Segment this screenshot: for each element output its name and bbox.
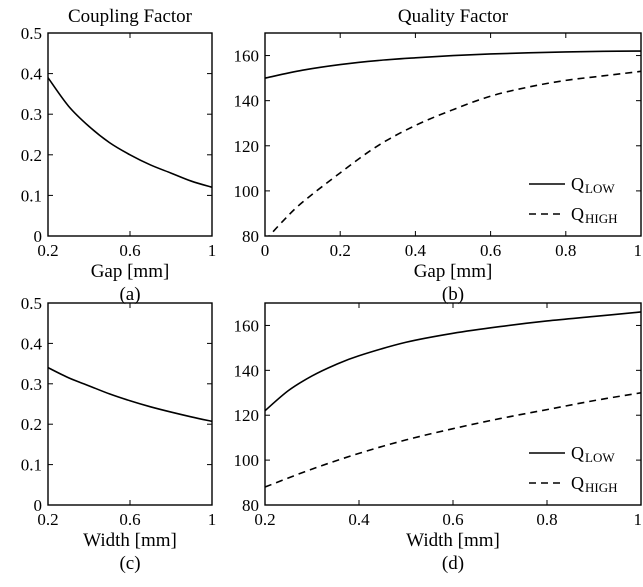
x-tick-label: 0.8 [555,241,576,260]
y-tick-label: 0.1 [21,456,42,475]
x-tick-label: 0.2 [254,510,275,529]
panel-caption: (b) [442,284,464,305]
y-tick-label: 140 [234,361,260,380]
legend-subscript: LOW [585,181,615,196]
y-tick-label: 160 [234,316,260,335]
legend-name: Q [571,204,584,224]
y-tick-label: 0.4 [21,65,43,84]
legend-name: Q [571,473,584,493]
y-tick-label: 0.5 [21,24,42,43]
legend-entry: QLOW [571,174,615,196]
legend-subscript: HIGH [585,480,618,495]
legend-entry: QHIGH [571,204,618,226]
series-line-high [268,70,641,236]
panel-caption: (d) [442,553,464,574]
y-tick-label: 0.2 [21,146,42,165]
x-axis-label: Width [mm] [83,530,177,551]
y-tick-label: 0.2 [21,415,42,434]
legend-name: Q [571,443,584,463]
x-tick-label: 0.4 [348,510,370,529]
x-tick-label: 0 [261,241,270,260]
chart-a: Coupling Factor 0.2 0.6 1 0 0.1 0.2 0.3 0.4 0.5 Ga… [21,6,217,305]
plot-frame [264,32,642,237]
y-tick-label: 120 [234,406,260,425]
chart-c: 0.2 0.6 1 0 0.1 0.2 0.3 0.4 0.5 Width [mm](c) [21,294,217,574]
series-line-0 [48,366,212,423]
y-tick-label: 0.5 [21,294,42,313]
chart-title: Quality Factor [398,6,509,27]
legend-subscript: LOW [585,450,615,465]
x-tick-label: 0.2 [37,241,58,260]
x-tick-label: 0.6 [442,510,463,529]
x-axis-label: Width [mm] [406,530,500,551]
legend-entry: QLOW [571,443,615,465]
x-tick-label: 1 [208,510,217,529]
y-tick-label: 0 [34,227,43,246]
x-tick-label: 0.6 [480,241,501,260]
x-axis-label: Gap [mm] [91,261,170,282]
chart-b: Quality Factor 0 0.2 0.4 0.6 0.8 1 80 100 120 140 1… [234,6,643,305]
x-tick-label: 0.2 [37,510,58,529]
y-tick-label: 100 [234,182,260,201]
y-tick-label: 0 [34,496,43,515]
y-tick-label: 0.1 [21,186,42,205]
y-tick-label: 100 [234,451,260,470]
x-tick-label: 0.6 [119,241,140,260]
y-tick-label: 160 [234,47,260,66]
x-axis-label: Gap [mm] [414,261,493,282]
series-line-0 [48,77,212,189]
x-tick-label: 0.6 [119,510,140,529]
x-tick-label: 1 [208,241,217,260]
legend-subscript: HIGH [585,211,618,226]
x-tick-label: 0.4 [405,241,427,260]
plot-frame [47,32,213,237]
y-tick-label: 0.3 [21,375,42,394]
legend-entry: QHIGH [571,473,618,495]
x-tick-label: 1 [634,510,643,529]
y-tick-label: 0.4 [21,334,43,353]
series-line-low [265,311,641,412]
chart-title: Coupling Factor [68,6,193,27]
x-tick-label: 0.8 [536,510,557,529]
legend-name: Q [571,174,584,194]
y-tick-label: 0.3 [21,105,42,124]
y-tick-label: 140 [234,92,260,111]
panel-caption: (a) [119,284,140,305]
series-line-low [265,50,641,79]
panel-caption: (c) [119,553,140,574]
y-tick-label: 120 [234,137,260,156]
y-tick-label: 80 [242,496,259,515]
series-line-high [265,391,641,488]
y-tick-label: 80 [242,227,259,246]
plot-frame [47,302,213,506]
x-tick-label: 1 [634,241,643,260]
x-tick-label: 0.2 [330,241,351,260]
chart-d: 0.2 0.4 0.6 0.8 1 80 100 120 140 160 Width [mm](d)… [234,302,643,574]
